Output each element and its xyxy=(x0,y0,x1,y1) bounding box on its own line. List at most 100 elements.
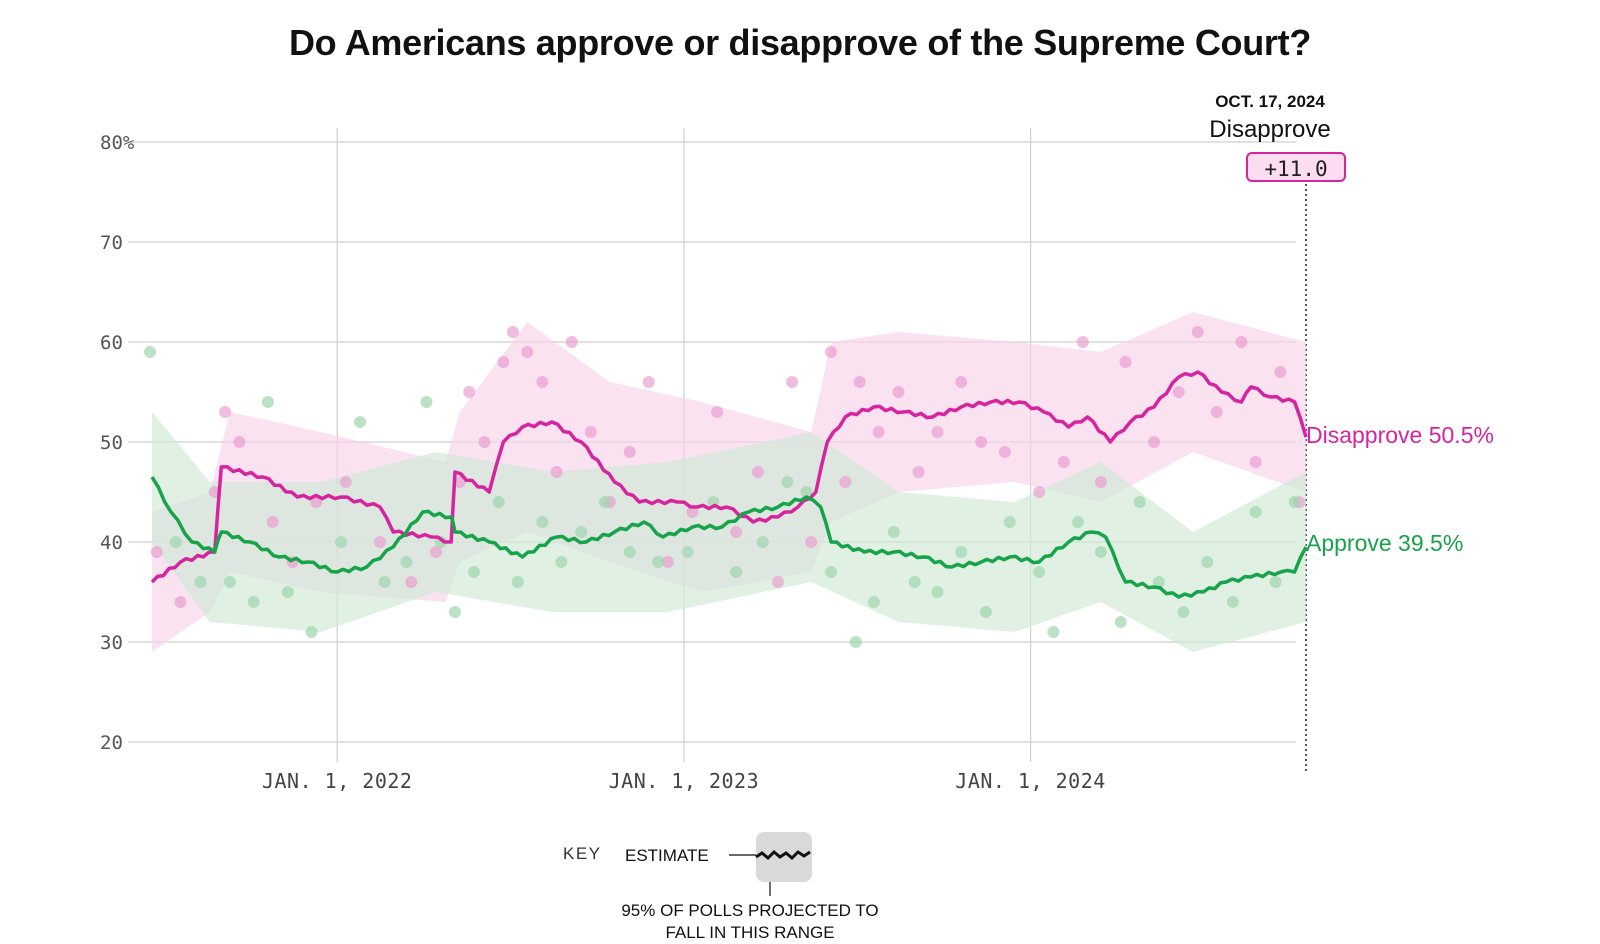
band-layer xyxy=(152,312,1306,652)
approve-poll-dot xyxy=(1177,606,1190,618)
disapprove-poll-dot xyxy=(912,466,925,478)
approve-poll-dot xyxy=(194,576,207,588)
key-graphic xyxy=(729,832,812,896)
y-tick-label: 60 xyxy=(100,332,123,354)
approve-poll-dot xyxy=(1226,596,1239,608)
annotation-date: OCT. 17, 2024 xyxy=(1215,92,1325,111)
approve-poll-dot xyxy=(756,536,769,548)
approve-poll-dot xyxy=(281,586,294,598)
disapprove-end-label: Disapprove 50.5% xyxy=(1306,422,1494,448)
y-tick-label: 20 xyxy=(100,732,123,754)
disapprove-poll-dot xyxy=(550,466,563,478)
disapprove-poll-dot xyxy=(1076,336,1089,348)
approve-poll-dot xyxy=(400,556,413,568)
disapprove-poll-dot xyxy=(1235,336,1248,348)
approve-poll-dot xyxy=(1152,576,1165,588)
annotation-leader: Disapprove xyxy=(1209,116,1331,143)
disapprove-poll-dot xyxy=(339,476,352,488)
y-tick-label: 30 xyxy=(100,632,123,654)
y-tick-label: 80% xyxy=(100,132,135,154)
disapprove-poll-dot xyxy=(584,426,597,438)
approve-poll-dot xyxy=(555,556,568,568)
disapprove-poll-dot xyxy=(839,476,852,488)
disapprove-poll-dot xyxy=(892,386,905,398)
approve-poll-dot xyxy=(335,536,348,548)
approve-poll-dot xyxy=(448,606,461,618)
disapprove-poll-dot xyxy=(1148,436,1161,448)
approve-poll-dot xyxy=(652,556,665,568)
approve-poll-dot xyxy=(1094,546,1107,558)
disapprove-poll-dot xyxy=(429,546,442,558)
approve-poll-dot xyxy=(223,576,236,588)
disapprove-poll-dot xyxy=(661,556,674,568)
disapprove-poll-dot xyxy=(1119,356,1132,368)
disapprove-poll-dot xyxy=(931,426,944,438)
approve-poll-dot xyxy=(511,576,524,588)
disapprove-poll-dot xyxy=(955,376,968,388)
key-range-swatch xyxy=(756,832,812,882)
approve-end-label: Approve 39.5% xyxy=(1306,530,1464,556)
approve-poll-dot xyxy=(169,536,182,548)
approve-poll-dot xyxy=(261,396,274,408)
approve-poll-dot xyxy=(354,416,367,428)
chart-title: Do Americans approve or disapprove of th… xyxy=(288,22,1312,63)
disapprove-poll-dot xyxy=(521,346,534,358)
approve-poll-dot xyxy=(887,526,900,538)
disapprove-poll-dot xyxy=(805,536,818,548)
approve-poll-dot xyxy=(979,606,992,618)
approve-poll-dot xyxy=(730,566,743,578)
approve-poll-dot xyxy=(420,396,433,408)
disapprove-poll-dot xyxy=(975,436,988,448)
disapprove-poll-dot xyxy=(751,466,764,478)
key-range-label: 95% OF POLLS PROJECTED TO FALL IN THIS R… xyxy=(621,901,879,942)
approve-poll-dot xyxy=(305,626,318,638)
disapprove-poll-dot xyxy=(711,406,724,418)
disapprove-poll-dot xyxy=(1210,406,1223,418)
disapprove-poll-dot xyxy=(853,376,866,388)
disapprove-poll-dot xyxy=(786,376,799,388)
disapprove-poll-dot xyxy=(825,346,838,358)
disapprove-poll-dot xyxy=(1172,386,1185,398)
annotation-margin-badge: +11.0 xyxy=(1246,152,1346,182)
disapprove-poll-dot xyxy=(623,446,636,458)
disapprove-poll-dot xyxy=(642,376,655,388)
disapprove-poll-dot xyxy=(1057,456,1070,468)
approve-poll-dot xyxy=(1072,516,1085,528)
approve-poll-dot xyxy=(623,546,636,558)
poll-layer xyxy=(144,326,1306,648)
x-tick-label: JAN. 1, 2024 xyxy=(955,769,1106,793)
disapprove-poll-dot xyxy=(730,526,743,538)
approve-poll-dot xyxy=(492,496,505,508)
disapprove-poll-dot xyxy=(1094,476,1107,488)
approve-poll-dot xyxy=(681,546,694,558)
disapprove-poll-dot xyxy=(686,506,699,518)
disapprove-poll-dot xyxy=(233,436,246,448)
y-tick-label: 70 xyxy=(100,232,123,254)
approve-poll-dot xyxy=(1249,506,1262,518)
line-layer xyxy=(150,370,1308,599)
approve-poll-dot xyxy=(1288,496,1301,508)
disapprove-poll-dot xyxy=(478,436,491,448)
approve-poll-dot xyxy=(1114,616,1127,628)
y-tick-label: 50 xyxy=(100,432,123,454)
approve-poll-dot xyxy=(599,496,612,508)
approve-uncertainty-band xyxy=(152,412,1306,652)
disapprove-poll-dot xyxy=(497,356,510,368)
disapprove-poll-dot xyxy=(998,446,1011,458)
disapprove-poll-dot xyxy=(565,336,578,348)
approve-poll-dot xyxy=(1269,576,1282,588)
approve-poll-dot xyxy=(144,346,157,358)
approve-poll-dot xyxy=(1047,626,1060,638)
disapprove-poll-dot xyxy=(266,516,279,528)
approve-poll-dot xyxy=(867,596,880,608)
x-tick-label: JAN. 1, 2023 xyxy=(609,769,760,793)
disapprove-poll-dot xyxy=(1249,456,1262,468)
approve-poll-dot xyxy=(825,566,838,578)
approve-poll-dot xyxy=(247,596,260,608)
disapprove-line xyxy=(150,370,1308,584)
disapprove-poll-dot xyxy=(463,386,476,398)
key-estimate-line xyxy=(755,849,811,861)
disapprove-poll-dot xyxy=(1274,366,1287,378)
disapprove-poll-dot xyxy=(453,476,466,488)
approve-poll-dot xyxy=(781,476,794,488)
